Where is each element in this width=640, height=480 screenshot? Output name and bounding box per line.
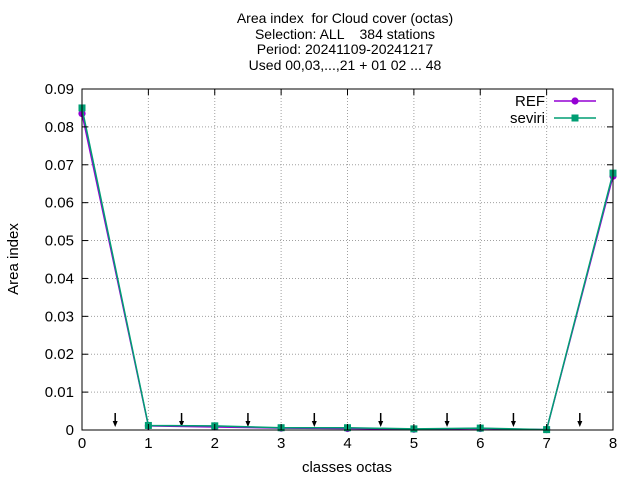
arrow-marker [510, 421, 516, 427]
legend-label-seviri: seviri [510, 110, 545, 127]
arrow-marker [112, 421, 118, 427]
x-tick-label: 5 [410, 435, 418, 452]
legend-marker-seviri [571, 114, 579, 122]
arrow-marker [245, 421, 251, 427]
title-line-1: Area index for Cloud cover (octas) [236, 10, 454, 26]
arrow-marker [444, 421, 450, 427]
y-tick-label: 0.01 [45, 384, 74, 401]
x-tick-label: 1 [144, 435, 152, 452]
y-tick-label: 0.08 [45, 119, 74, 136]
legend-marker-REF [571, 97, 579, 105]
arrow-marker [378, 421, 384, 427]
x-tick-label: 4 [343, 435, 351, 452]
y-tick-label: 0.05 [45, 233, 74, 250]
title-line-2: Selection: ALL 384 stations [254, 25, 436, 42]
x-axis-label: classes octas [302, 459, 392, 476]
x-tick-label: 7 [542, 435, 550, 452]
y-tick-label: 0.03 [45, 308, 74, 325]
title-line-4: Used 00,03,...,21 + 01 02 ... 48 [248, 56, 442, 73]
y-tick-label: 0.06 [45, 195, 74, 212]
arrow-marker [311, 421, 317, 427]
ticks: 0 1 2 3 4 5 6 7 8 0 0.01 0.02 0.03 0.04 0.05 0.06 0.07 0.… [45, 81, 617, 452]
arrow-markers [112, 413, 583, 427]
arrow-marker [577, 421, 583, 427]
x-tick-label: 0 [78, 435, 86, 452]
x-tick-label: 2 [211, 435, 219, 452]
y-tick-label: 0 [66, 422, 74, 439]
y-tick-label: 0.07 [45, 157, 74, 174]
y-axis-label: Area index [5, 223, 22, 295]
chart-title: Area index for Cloud cover (octas) Selec… [0, 10, 640, 73]
legend-label-REF: REF [515, 93, 545, 110]
y-tick-label: 0.02 [45, 346, 74, 363]
y-tick-label: 0.04 [45, 270, 74, 287]
grid [82, 89, 613, 430]
arrow-marker [179, 421, 185, 427]
title-line-3: Period: 20241109-20241217 [256, 41, 434, 57]
x-tick-label: 8 [609, 435, 617, 452]
y-tick-label: 0.09 [45, 81, 74, 98]
x-tick-label: 6 [476, 435, 484, 452]
series-line-seviri [81, 107, 614, 431]
x-tick-label: 3 [277, 435, 285, 452]
